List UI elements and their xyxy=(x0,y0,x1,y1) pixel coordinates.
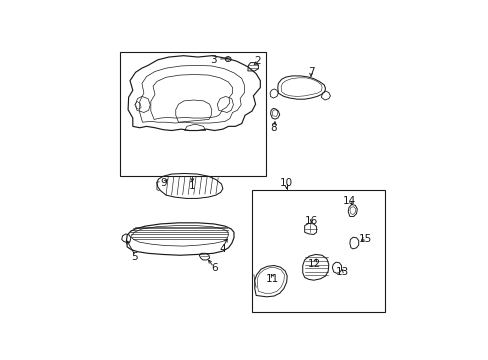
Text: 9: 9 xyxy=(160,178,166,188)
Text: 4: 4 xyxy=(219,244,226,254)
Bar xyxy=(251,190,384,312)
Text: 3: 3 xyxy=(209,55,216,65)
Bar xyxy=(120,51,265,176)
Text: 11: 11 xyxy=(265,274,279,284)
Text: 6: 6 xyxy=(211,263,218,273)
Text: 12: 12 xyxy=(307,258,320,269)
Text: 14: 14 xyxy=(342,196,355,206)
Text: 2: 2 xyxy=(254,56,260,66)
Text: 16: 16 xyxy=(304,216,317,226)
Text: 15: 15 xyxy=(358,234,371,244)
Text: 1: 1 xyxy=(189,181,195,191)
Text: 7: 7 xyxy=(307,67,314,77)
Text: 5: 5 xyxy=(131,252,138,262)
Text: 13: 13 xyxy=(335,267,348,278)
Text: 8: 8 xyxy=(270,123,276,133)
Text: 10: 10 xyxy=(280,178,293,188)
